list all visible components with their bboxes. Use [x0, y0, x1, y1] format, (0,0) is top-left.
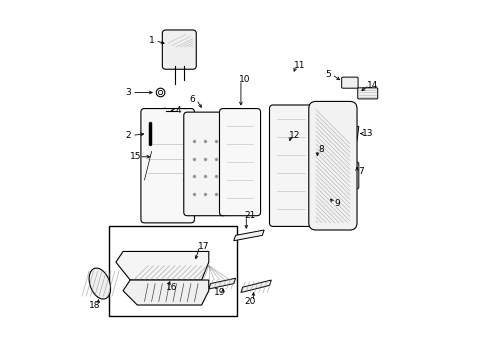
Polygon shape	[123, 280, 208, 305]
Polygon shape	[116, 251, 208, 280]
Text: 5: 5	[325, 70, 331, 79]
Text: 8: 8	[318, 145, 324, 154]
Text: 11: 11	[293, 61, 305, 70]
FancyBboxPatch shape	[320, 190, 332, 206]
Text: 9: 9	[334, 199, 340, 208]
Text: 1: 1	[148, 36, 154, 45]
Bar	[108, 226, 237, 316]
Text: 20: 20	[244, 297, 255, 306]
FancyBboxPatch shape	[309, 152, 324, 167]
FancyBboxPatch shape	[162, 30, 196, 69]
Text: 19: 19	[213, 288, 225, 297]
FancyBboxPatch shape	[141, 109, 194, 223]
Text: 13: 13	[361, 129, 373, 138]
FancyBboxPatch shape	[308, 102, 356, 230]
FancyBboxPatch shape	[357, 88, 377, 99]
Text: 12: 12	[288, 131, 300, 140]
Text: 15: 15	[129, 152, 141, 161]
Text: 6: 6	[189, 95, 195, 104]
FancyBboxPatch shape	[329, 162, 358, 189]
Text: 2: 2	[125, 131, 131, 140]
FancyBboxPatch shape	[269, 105, 312, 226]
Ellipse shape	[89, 268, 110, 299]
Polygon shape	[208, 278, 235, 289]
Polygon shape	[233, 230, 264, 241]
Text: 17: 17	[197, 242, 209, 251]
Text: 21: 21	[244, 211, 255, 220]
Text: 16: 16	[165, 283, 177, 292]
Text: 18: 18	[88, 301, 100, 310]
Text: 4: 4	[175, 106, 181, 115]
Polygon shape	[347, 126, 358, 144]
Text: 14: 14	[366, 81, 378, 90]
Text: 10: 10	[238, 76, 250, 85]
FancyBboxPatch shape	[341, 77, 357, 88]
Text: 3: 3	[125, 88, 131, 97]
Polygon shape	[241, 280, 271, 293]
Text: 7: 7	[357, 167, 363, 176]
FancyBboxPatch shape	[219, 109, 260, 216]
FancyBboxPatch shape	[183, 112, 226, 216]
